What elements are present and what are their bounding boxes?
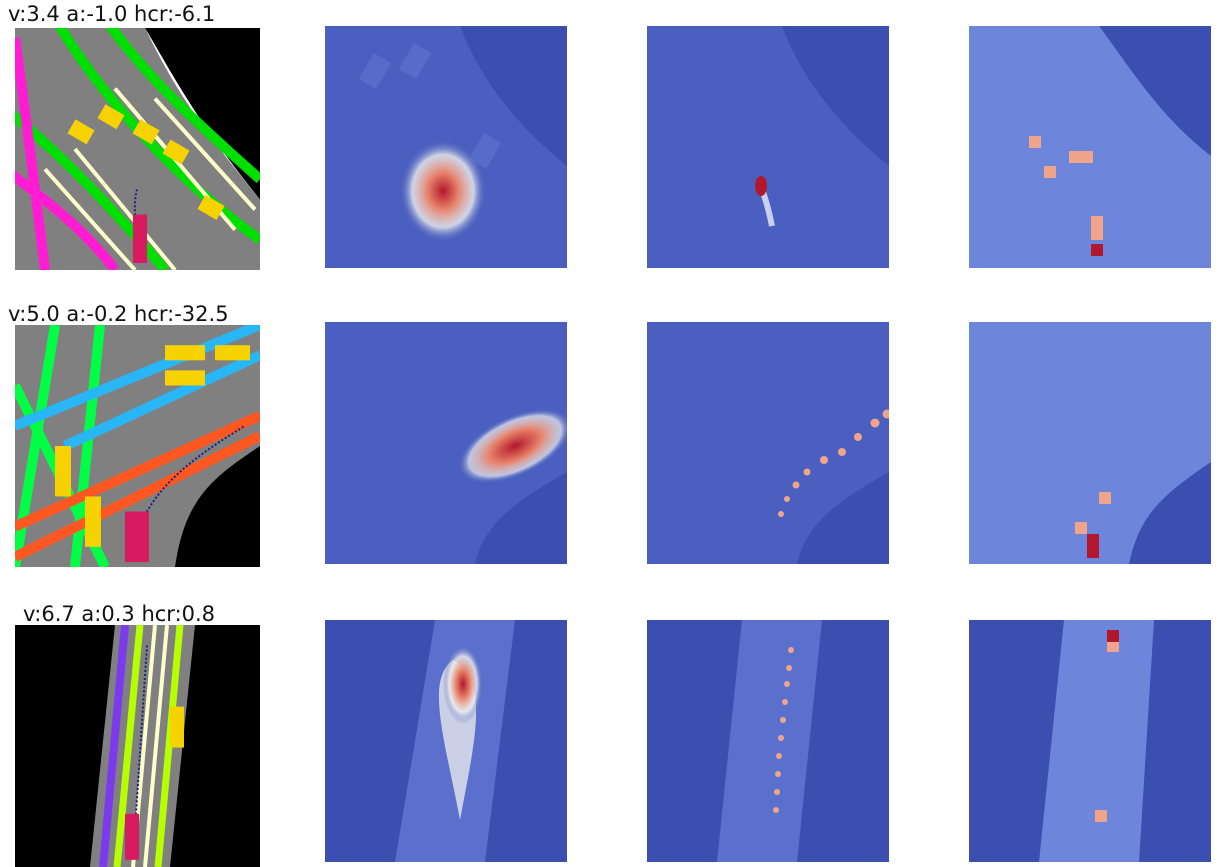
row3-scene-render <box>15 625 260 867</box>
row1-scene-render <box>15 28 260 270</box>
row1-predicted-heatmap <box>325 26 567 268</box>
row3-caption: v:6.7 a:0.3 hcr:0.8 <box>23 602 216 626</box>
row2-scene-render <box>15 325 260 567</box>
row1-cost-grid <box>969 26 1211 268</box>
row2-cost-grid <box>969 322 1211 564</box>
row2-predicted-heatmap <box>325 322 567 564</box>
row3-predicted-heatmap <box>325 620 567 862</box>
row3-cost-grid <box>969 620 1211 862</box>
row3-ground-truth-heatmap <box>647 620 889 862</box>
row1-ground-truth-heatmap <box>647 26 889 268</box>
row2-caption: v:5.0 a:-0.2 hcr:-32.5 <box>8 302 229 326</box>
row2-ground-truth-heatmap <box>647 322 889 564</box>
row1-caption: v:3.4 a:-1.0 hcr:-6.1 <box>8 2 216 26</box>
